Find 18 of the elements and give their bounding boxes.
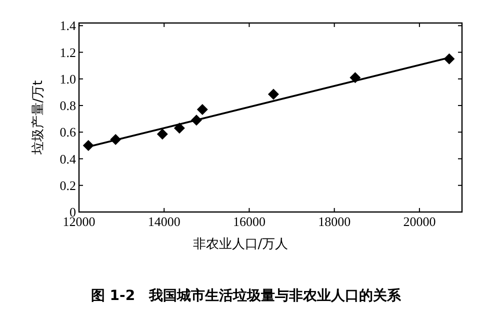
ytick: 1.2 <box>60 44 76 60</box>
point <box>156 128 168 140</box>
point <box>174 122 185 134</box>
text: 图 1-2 我国城市生活垃圾量与非农业人口的关系 <box>90 287 402 304</box>
point <box>196 104 208 116</box>
xtick: 18000 <box>318 214 351 229</box>
ytick: 1.4 <box>60 18 76 34</box>
ytick: 0.2 <box>60 178 76 193</box>
xtick: 20000 <box>403 214 436 229</box>
x-axis-title: 非农业人口/万人 <box>192 237 288 252</box>
ytick: 0.8 <box>60 98 76 114</box>
y-axis-title: 垃圾产量/万t <box>31 80 46 156</box>
ytick: 0.4 <box>60 151 76 166</box>
xtick: 14000 <box>148 214 180 229</box>
ytick: 0.6 <box>60 124 76 140</box>
point <box>268 88 279 100</box>
xtick: 16000 <box>232 214 266 229</box>
ytick: 1.0 <box>60 71 76 86</box>
